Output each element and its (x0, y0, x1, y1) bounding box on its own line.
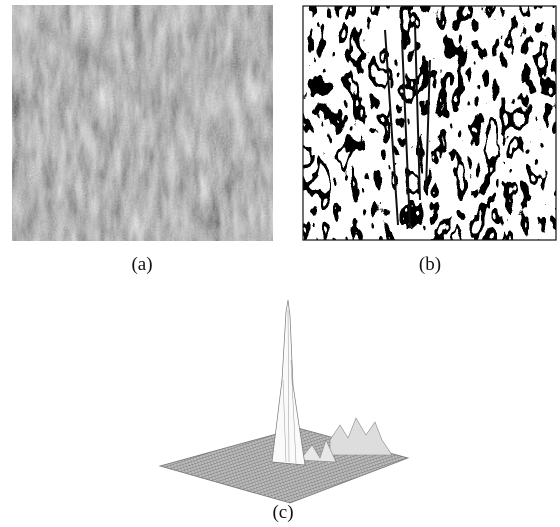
edge-panel (303, 6, 556, 240)
surface-plot (160, 300, 408, 503)
panel-label: (b) (419, 254, 441, 275)
photo-panel (12, 5, 273, 241)
panel-label: (a) (131, 254, 152, 275)
panel-label: (c) (272, 502, 293, 523)
figure: (a) (b) (c) (0, 0, 560, 527)
page: {"figure": {"panels": [{"label": "(a)"},… (0, 0, 560, 527)
